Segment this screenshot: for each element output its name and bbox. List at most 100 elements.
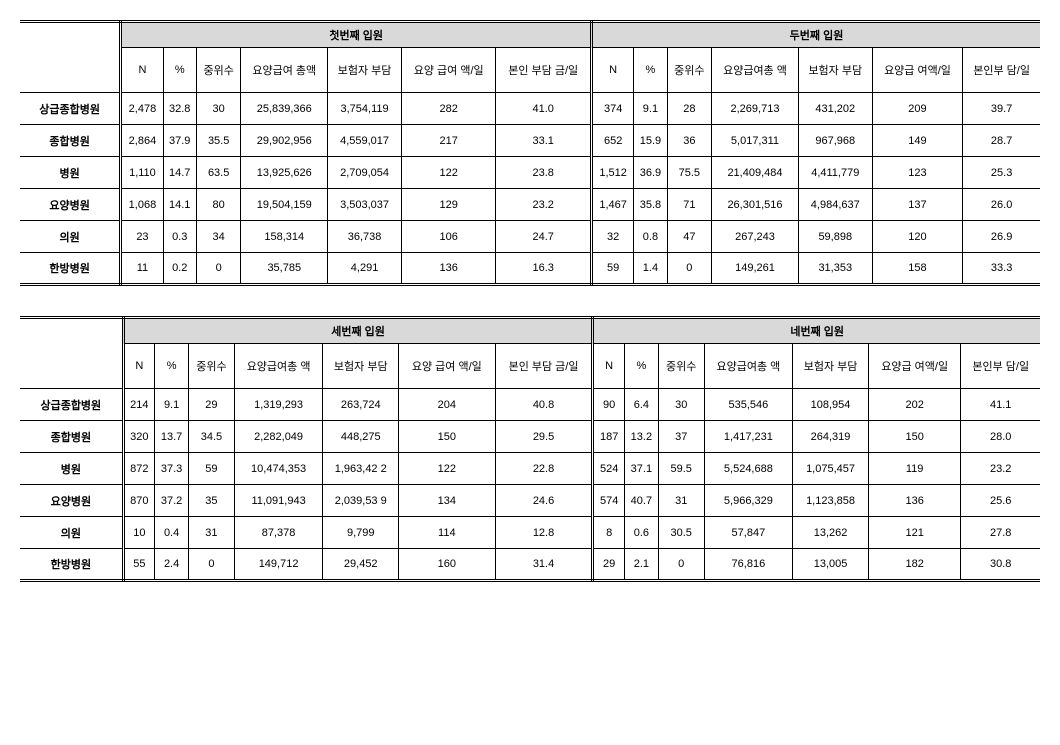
row-label: 의원 — [20, 221, 121, 253]
data-cell: 0 — [667, 253, 712, 285]
data-cell: 1,963,42 2 — [323, 453, 399, 485]
data-cell: 134 — [399, 485, 496, 517]
table-container-0: 첫번째 입원두번째 입원N%중위수요양급여 총액보험자 부담요양 급여 액/일본… — [20, 20, 1040, 286]
data-cell: 122 — [402, 157, 496, 189]
group-header: 첫번째 입원 — [121, 22, 592, 48]
data-cell: 119 — [868, 453, 961, 485]
data-cell: 1,319,293 — [234, 389, 323, 421]
data-cell: 29 — [189, 389, 235, 421]
sub-header: 요양 급여 액/일 — [402, 48, 496, 93]
data-cell: 108,954 — [793, 389, 869, 421]
data-cell: 29 — [593, 549, 624, 581]
data-cell: 136 — [868, 485, 961, 517]
data-cell: 36,738 — [328, 221, 402, 253]
data-cell: 967,968 — [798, 125, 872, 157]
data-cell: 202 — [868, 389, 961, 421]
data-cell: 264,319 — [793, 421, 869, 453]
table-row: 요양병원87037.23511,091,9432,039,53 913424.6… — [20, 485, 1040, 517]
sub-header: 중위수 — [189, 344, 235, 389]
sub-header: % — [155, 344, 189, 389]
sub-header: 보험자 부담 — [323, 344, 399, 389]
data-cell: 160 — [399, 549, 496, 581]
data-cell: 13,925,626 — [241, 157, 328, 189]
data-cell: 4,559,017 — [328, 125, 402, 157]
data-cell: 31 — [189, 517, 235, 549]
data-cell: 3,503,037 — [328, 189, 402, 221]
row-label: 상급종합병원 — [20, 93, 121, 125]
data-cell: 76,816 — [704, 549, 793, 581]
data-cell: 39.7 — [963, 93, 1040, 125]
data-cell: 158 — [872, 253, 963, 285]
data-cell: 36 — [667, 125, 712, 157]
data-cell: 137 — [872, 189, 963, 221]
data-cell: 9.1 — [634, 93, 667, 125]
sub-header: 본인 부담 금/일 — [496, 48, 592, 93]
data-cell: 263,724 — [323, 389, 399, 421]
data-cell: 90 — [593, 389, 624, 421]
data-cell: 158,314 — [241, 221, 328, 253]
data-cell: 87,378 — [234, 517, 323, 549]
data-cell: 282 — [402, 93, 496, 125]
data-cell: 1,512 — [592, 157, 634, 189]
data-cell: 8 — [593, 517, 624, 549]
data-cell: 26,301,516 — [712, 189, 799, 221]
data-cell: 71 — [667, 189, 712, 221]
data-cell: 57,847 — [704, 517, 793, 549]
data-cell: 2.1 — [624, 549, 658, 581]
data-cell: 4,984,637 — [798, 189, 872, 221]
data-cell: 1,068 — [121, 189, 163, 221]
row-label: 종합병원 — [20, 125, 121, 157]
data-cell: 431,202 — [798, 93, 872, 125]
data-cell: 24.7 — [496, 221, 592, 253]
data-cell: 59.5 — [658, 453, 704, 485]
data-cell: 80 — [196, 189, 241, 221]
data-cell: 34.5 — [189, 421, 235, 453]
group-header: 세번째 입원 — [123, 318, 593, 344]
sub-header: 요양급 여액/일 — [868, 344, 961, 389]
sub-header: 본인 부담 금/일 — [495, 344, 593, 389]
sub-header: % — [163, 48, 196, 93]
data-cell: 41.1 — [961, 389, 1040, 421]
data-cell: 40.8 — [495, 389, 593, 421]
data-cell: 11,091,943 — [234, 485, 323, 517]
sub-header: 중위수 — [658, 344, 704, 389]
data-cell: 652 — [592, 125, 634, 157]
data-cell: 217 — [402, 125, 496, 157]
data-cell: 0 — [196, 253, 241, 285]
data-cell: 25.3 — [963, 157, 1040, 189]
table-row: 종합병원2,86437.935.529,902,9564,559,0172173… — [20, 125, 1040, 157]
data-cell: 9.1 — [155, 389, 189, 421]
group-header: 두번째 입원 — [592, 22, 1040, 48]
data-cell: 870 — [123, 485, 154, 517]
data-cell: 121 — [868, 517, 961, 549]
data-cell: 209 — [872, 93, 963, 125]
data-cell: 204 — [399, 389, 496, 421]
data-cell: 13.2 — [624, 421, 658, 453]
data-table-0: 첫번째 입원두번째 입원N%중위수요양급여 총액보험자 부담요양 급여 액/일본… — [20, 20, 1040, 286]
data-cell: 29,452 — [323, 549, 399, 581]
data-cell: 2,864 — [121, 125, 163, 157]
data-cell: 0.4 — [155, 517, 189, 549]
data-cell: 1.4 — [634, 253, 667, 285]
data-cell: 13.7 — [155, 421, 189, 453]
data-cell: 5,017,311 — [712, 125, 799, 157]
data-cell: 25.6 — [961, 485, 1040, 517]
data-cell: 21,409,484 — [712, 157, 799, 189]
data-cell: 2,282,049 — [234, 421, 323, 453]
data-cell: 33.1 — [496, 125, 592, 157]
data-cell: 1,467 — [592, 189, 634, 221]
data-cell: 28 — [667, 93, 712, 125]
table-row: 의원230.334158,31436,73810624.7320.847267,… — [20, 221, 1040, 253]
data-cell: 1,417,231 — [704, 421, 793, 453]
data-cell: 0 — [658, 549, 704, 581]
corner-cell — [20, 22, 121, 93]
data-cell: 30 — [658, 389, 704, 421]
row-label: 의원 — [20, 517, 123, 549]
data-cell: 37.3 — [155, 453, 189, 485]
data-cell: 0.8 — [634, 221, 667, 253]
data-cell: 37.2 — [155, 485, 189, 517]
data-cell: 448,275 — [323, 421, 399, 453]
row-label: 한방병원 — [20, 549, 123, 581]
data-cell: 11 — [121, 253, 163, 285]
data-cell: 214 — [123, 389, 154, 421]
